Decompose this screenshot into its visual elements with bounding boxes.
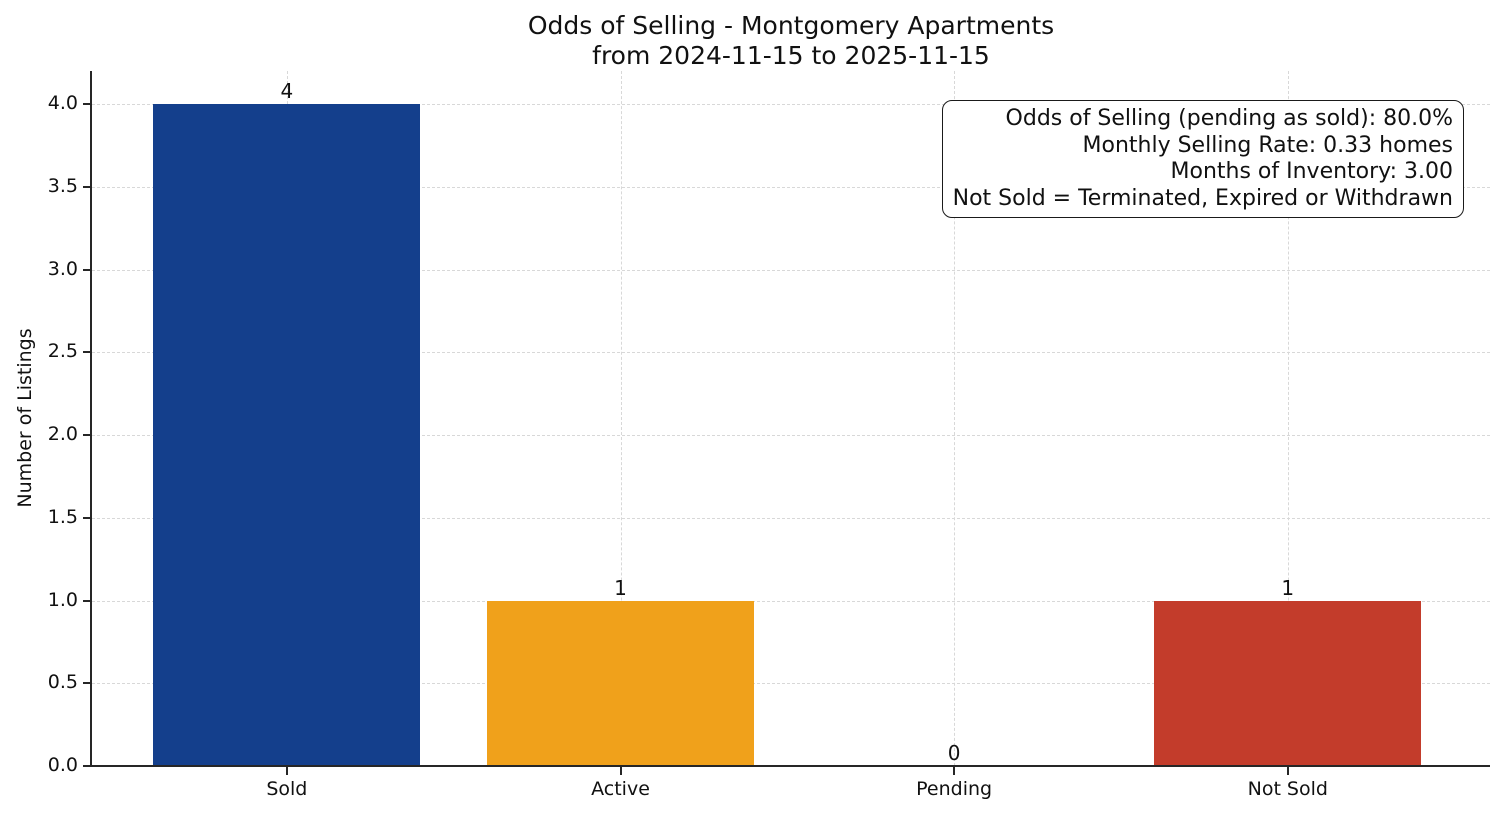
y-axis-spine — [90, 71, 92, 767]
x-tick-label-pending: Pending — [916, 778, 993, 800]
y-tick-mark-1 — [83, 599, 91, 602]
x-tick-label-active: Active — [591, 778, 650, 800]
y-tick-label-0: 0.0 — [47, 754, 78, 776]
y-tick-mark-3.5 — [83, 185, 91, 188]
y-tick-mark-4 — [83, 103, 91, 106]
h-gridline-4 — [92, 104, 1490, 106]
y-tick-mark-2 — [83, 434, 91, 437]
plot-area: 4 1 0 1 Odds of Selling (pending as sold): … — [92, 71, 1490, 766]
x-tick-mark-sold — [285, 767, 288, 775]
bar-value-label-not-sold: 1 — [1281, 575, 1295, 600]
y-tick-mark-3 — [83, 268, 91, 271]
v-gridline-not-sold — [1287, 71, 1289, 766]
annotation-monthly-selling-rate: Monthly Selling Rate: 0.33 homes — [1082, 132, 1453, 158]
h-gridline-0.5 — [92, 683, 1490, 685]
y-tick-label-0.5: 0.5 — [47, 671, 78, 694]
x-tick-mark-active — [619, 767, 622, 775]
y-tick-label-2: 2.0 — [47, 423, 78, 446]
bar-value-label-pending: 0 — [947, 741, 961, 765]
x-tick-label-not-sold: Not Sold — [1247, 778, 1328, 800]
y-tick-mark-0.5 — [83, 682, 91, 685]
chart-title: Odds of Selling - Montgomery Apartments … — [92, 11, 1490, 71]
bar-sold — [153, 104, 421, 766]
y-tick-mark-0 — [83, 765, 91, 767]
h-gridline-1 — [92, 600, 1490, 602]
y-tick-label-3.5: 3.5 — [47, 174, 78, 197]
y-tick-mark-2.5 — [83, 351, 91, 354]
x-tick-mark-pending — [953, 767, 956, 775]
bar-value-label-active: 1 — [614, 575, 627, 600]
y-tick-label-3: 3.0 — [47, 257, 78, 280]
bar-not-sold — [1154, 600, 1422, 766]
stats-annotation-box: Odds of Selling (pending as sold): 80.0%… — [941, 100, 1464, 218]
h-gridline-1.5 — [92, 517, 1490, 519]
h-gridline-2 — [92, 435, 1490, 437]
h-gridline-2.5 — [92, 352, 1490, 354]
annotation-not-sold-definition: Not Sold = Terminated, Expired or Withdr… — [952, 185, 1453, 211]
y-tick-mark-1.5 — [83, 516, 91, 519]
y-tick-label-2.5: 2.5 — [47, 340, 78, 363]
v-gridline-active — [620, 71, 622, 766]
h-gridline-3 — [92, 269, 1490, 271]
y-tick-label-1: 1.0 — [47, 588, 78, 611]
h-gridline-3.5 — [92, 186, 1490, 188]
bar-active — [487, 600, 754, 766]
y-tick-label-1.5: 1.5 — [47, 505, 78, 528]
bar-value-label-sold: 4 — [280, 79, 294, 104]
x-tick-mark-not-sold — [1286, 767, 1289, 775]
x-tick-label-sold: Sold — [266, 778, 308, 800]
v-gridline-pending — [954, 71, 956, 766]
annotation-months-of-inventory: Months of Inventory: 3.00 — [1170, 159, 1453, 184]
y-tick-label-4: 4.0 — [47, 92, 78, 115]
chart-title-line1: Odds of Selling - Montgomery Apartments — [527, 11, 1055, 40]
chart-title-line2: from 2024-11-15 to 2025-11-15 — [592, 41, 990, 70]
annotation-odds-of-selling: Odds of Selling (pending as sold): 80.0% — [1005, 106, 1453, 131]
x-axis-spine — [90, 765, 1490, 767]
